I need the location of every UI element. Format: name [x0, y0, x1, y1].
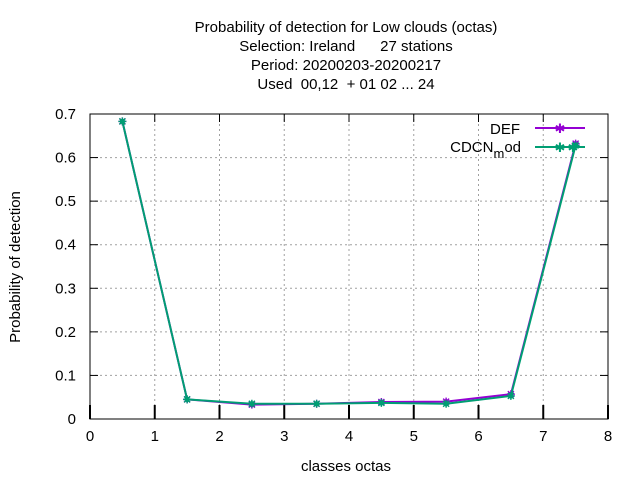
x-tick-label: 5	[410, 428, 418, 445]
legend-label-cdcn-mod: CDCNmod	[450, 139, 521, 161]
data-point-stroke	[507, 392, 515, 400]
legend-cdcn-sub: m	[493, 146, 504, 161]
x-tick-label: 7	[539, 428, 547, 445]
data-point-stroke	[248, 400, 256, 408]
legend-marker-cdcn-mod-1: ✱	[555, 140, 566, 155]
legend-cdcn-main: CDCN	[450, 139, 493, 156]
data-point-stroke	[377, 399, 385, 407]
series-layer	[118, 117, 580, 409]
x-tick-label: 1	[151, 428, 159, 445]
title-line-3: Period: 20200203-20200217	[251, 57, 441, 74]
y-tick-label: 0.5	[55, 193, 76, 210]
x-tick-label: 3	[280, 428, 288, 445]
y-tick-label: 0.7	[55, 106, 76, 123]
data-point-cdcn-mod	[442, 399, 451, 408]
x-tick-label: 4	[345, 428, 353, 445]
data-point-stroke	[183, 395, 191, 403]
chart-title: Probability of detection for Low clouds …	[195, 19, 498, 93]
data-point-stroke	[118, 117, 126, 125]
title-line-2: Selection: Ireland 27 stations	[239, 38, 452, 55]
y-tick-label: 0.1	[55, 367, 76, 384]
y-tick-labels: 0 0.1 0.2 0.3 0.4 0.5 0.6 0.7	[55, 106, 76, 428]
y-tick-label: 0.4	[55, 237, 76, 254]
y-tick-label: 0	[68, 411, 76, 428]
data-point-cdcn-mod	[247, 399, 256, 408]
y-axis-label: Probability of detection	[7, 191, 24, 343]
data-point-cdcn-mod	[506, 391, 515, 400]
data-point-stroke	[313, 400, 321, 408]
legend-marker-cdcn-mod-2: ✱	[568, 140, 579, 155]
legend: DEF ✱ CDCNmod ✱ ✱	[450, 121, 585, 161]
y-tick-label: 0.3	[55, 280, 76, 297]
legend-marker-def: ✱	[555, 121, 566, 136]
series-cdcn-mod	[118, 117, 580, 408]
data-point-cdcn-mod	[118, 117, 127, 126]
x-tick-label: 6	[474, 428, 482, 445]
data-point-cdcn-mod	[377, 398, 386, 407]
title-line-4: Used 00,12 + 01 02 ... 24	[257, 76, 434, 93]
legend-label-def: DEF	[490, 121, 520, 138]
legend-cdcn-rest: od	[504, 139, 521, 156]
title-line-1: Probability of detection for Low clouds …	[195, 19, 498, 36]
plot-frame	[89, 113, 609, 420]
x-tick-label: 8	[604, 428, 612, 445]
data-point-cdcn-mod	[312, 399, 321, 408]
y-tick-label: 0.6	[55, 150, 76, 167]
series-line-cdcn-mod	[121, 121, 577, 405]
y-tick-label: 0.2	[55, 324, 76, 341]
x-tick-label: 0	[86, 428, 94, 445]
grid	[90, 114, 608, 419]
data-point-cdcn-mod	[183, 395, 192, 404]
x-axis-label: classes octas	[301, 458, 391, 475]
data-point-stroke	[442, 400, 450, 408]
x-tick-label: 2	[215, 428, 223, 445]
series-line-def	[121, 121, 577, 406]
x-tick-labels: 0 1 2 3 4 5 6 7 8	[86, 428, 612, 445]
